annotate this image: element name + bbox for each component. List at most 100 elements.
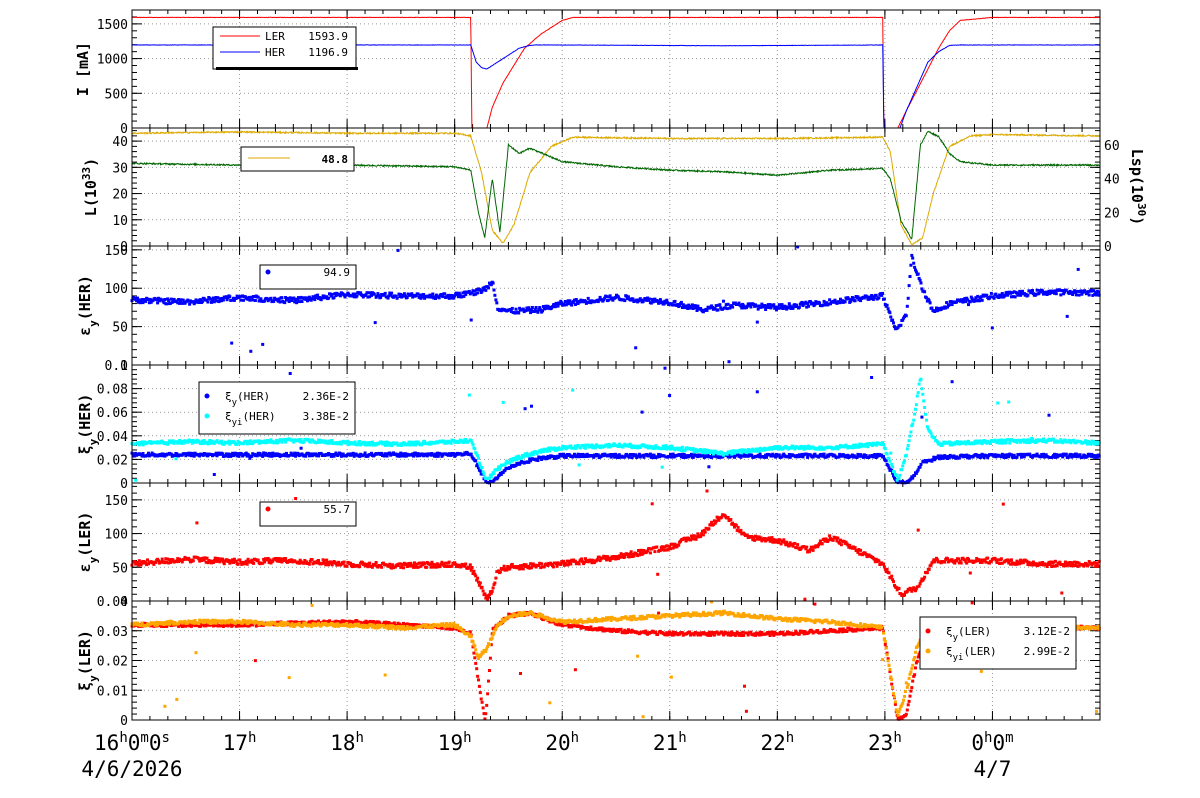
data-point [946,457,949,460]
data-point [839,538,842,542]
data-point [480,585,484,589]
data-point [728,455,732,459]
data-point [932,455,936,459]
y-axis-label: ξy(HER) [76,394,100,455]
data-point [395,441,399,445]
data-point [647,297,651,301]
data-point [339,454,343,458]
data-point [194,555,198,559]
data-point [701,529,704,533]
data-point [523,452,527,456]
data-point [253,299,257,302]
data-point [475,578,479,582]
data-point [240,452,244,456]
data-point [906,480,910,484]
data-point [733,454,737,458]
data-point [362,440,366,444]
data-point [325,295,329,299]
data-point [728,306,732,310]
data-point [976,439,980,443]
data-point [229,298,233,302]
data-point [509,308,512,311]
data-point [1009,291,1013,295]
data-point [613,455,617,459]
legend-box [198,381,356,435]
data-point [913,412,917,416]
data-point [1091,293,1095,297]
data-point [402,294,405,297]
data-point [304,454,308,458]
data-point [276,557,280,560]
data-point [476,576,480,580]
data-point [447,296,451,300]
data-point [793,541,797,545]
data-point [412,440,416,444]
data-point [256,295,260,299]
data-point [755,447,759,451]
data-point [631,553,635,556]
data-point [353,292,357,296]
data-point [284,440,288,444]
data-point [322,439,326,443]
data-point [360,561,364,564]
data-point [588,299,592,303]
data-point [637,549,640,552]
data-point [562,452,565,456]
data-point [491,281,495,285]
data-point [754,454,758,458]
data-point [813,452,817,456]
data-point [133,442,137,446]
data-point [695,309,699,312]
data-point [925,299,929,303]
data-point [443,292,447,296]
data-point [212,559,216,563]
data-point [701,454,705,458]
data-point [464,438,468,441]
data-point [216,296,220,300]
data-point [408,564,412,568]
data-point [151,561,155,565]
data-point [169,439,173,443]
data-point [362,562,366,566]
data-point [375,294,379,298]
data-point [1092,439,1096,443]
y-tick-label: 0 [120,240,128,255]
data-point [313,298,317,302]
data-point [180,560,184,564]
data-point [1061,455,1065,459]
data-point [139,300,143,304]
data-point [711,449,714,453]
data-point [886,464,890,468]
data-point [139,563,143,567]
data-point [370,442,373,446]
data-point [780,455,784,459]
data-point [188,302,192,306]
data-point [1010,291,1014,295]
data-point [160,557,164,561]
data-point [541,305,545,308]
data-point [530,451,534,455]
data-point [636,554,640,558]
data-point [786,306,790,310]
data-point [476,462,480,466]
data-point [478,581,482,585]
data-point [880,453,884,457]
data-point [609,455,613,459]
data-point [268,454,272,458]
data-point [650,445,654,449]
data-point [759,536,763,540]
data-point [776,447,780,451]
data-point [175,299,179,303]
data-point [691,455,695,459]
data-point [739,528,743,532]
data-point [477,456,480,460]
data-point [490,589,494,593]
data-point [699,535,703,539]
data-point [1042,437,1045,441]
data-point [591,558,595,562]
data-point [464,293,468,297]
data-point [498,570,502,574]
data-point [1015,455,1019,459]
data-point [1041,439,1045,443]
